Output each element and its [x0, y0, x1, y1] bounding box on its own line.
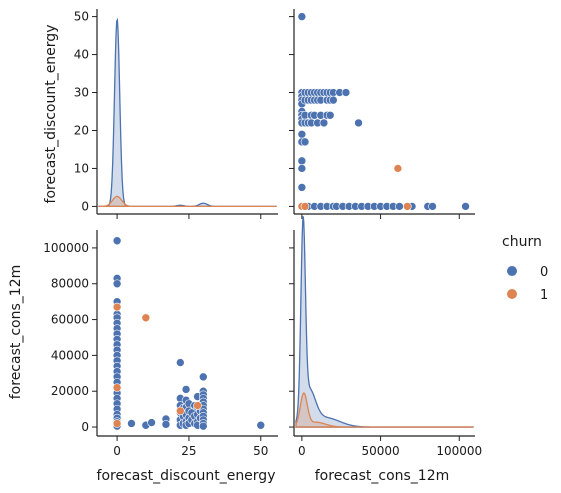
scatter-point-churn0 [199, 372, 208, 382]
scatter-point-churn1 [112, 419, 122, 428]
scatter-point-churn1 [176, 406, 185, 416]
scatter-point-churn0 [329, 95, 338, 105]
panel-bl-ytick-label: 100000 [43, 241, 89, 255]
y-axis-label-cons: forecast_cons_12m [8, 265, 24, 400]
scatter-point-churn0 [112, 236, 122, 246]
kde-curve-churn1 [98, 195, 277, 208]
panel-bl-ytick-label: 60000 [51, 313, 89, 327]
scatter-point-churn0 [325, 110, 335, 120]
legend-title: churn [502, 234, 542, 250]
legend-marker-1 [507, 289, 517, 299]
scatter-point-churn0 [297, 12, 307, 21]
panel-tl-ytick-label: 40 [74, 48, 89, 62]
panel-bl-xtick-label: 50 [253, 444, 268, 458]
panel-bl-ytick-label: 40000 [51, 348, 89, 362]
scatter-point-churn0 [319, 118, 329, 128]
scatter-point-churn0 [199, 421, 208, 431]
scatter-point-churn0 [297, 183, 307, 192]
scatter-point-churn0 [297, 156, 307, 166]
panel-tl-ytick-label: 30 [74, 86, 89, 100]
scatter-point-churn0 [428, 202, 437, 211]
scatter-point-churn1 [141, 313, 151, 323]
panel-bl-ytick-label: 20000 [51, 384, 89, 398]
panel-br-xtick-label: 0 [298, 444, 306, 458]
scatter-point-churn0 [354, 118, 363, 128]
scatter-point-churn1 [112, 383, 122, 392]
panel-bl-ytick-label: 0 [81, 420, 89, 434]
panel-bl-ytick-label: 80000 [51, 277, 89, 291]
kde-curve-churn0 [295, 216, 474, 428]
scatter-point-churn0 [297, 129, 307, 139]
kde-curve-churn0 [98, 17, 277, 208]
scatter-point-churn0 [161, 420, 171, 429]
legend: churn 0 1 [502, 234, 548, 303]
scatter-point-churn0 [127, 419, 136, 428]
panel-tl-ytick-label: 0 [81, 199, 89, 213]
scatter-point-churn0 [395, 202, 404, 211]
scatter-point-churn1 [300, 202, 310, 211]
scatter-point-churn0 [341, 88, 351, 97]
panel-tl-ytick-label: 50 [74, 10, 89, 24]
legend-marker-0 [507, 266, 517, 276]
scatter-point-churn1 [193, 401, 202, 410]
x-axis-label-discount: forecast_discount_energy [97, 468, 276, 484]
scatter-point-churn0 [112, 279, 122, 289]
panel-tl-ytick-label: 20 [74, 123, 89, 137]
legend-label-0: 0 [540, 265, 548, 280]
panel-br-xtick-label: 50000 [361, 444, 399, 458]
scatter-point-churn0 [461, 202, 470, 211]
scatter-point-churn1 [403, 202, 412, 211]
scatter-point-churn1 [393, 164, 403, 173]
scatter-point-churn0 [297, 164, 307, 173]
panel-br-xtick-label: 100000 [436, 444, 482, 458]
legend-label-1: 1 [540, 288, 548, 303]
scatter-point-churn0 [176, 358, 185, 367]
scatter-point-churn1 [112, 302, 122, 312]
panel-tl-ytick-label: 10 [74, 161, 89, 175]
scatter-point-churn0 [300, 137, 310, 147]
kde-curve-churn1 [295, 392, 474, 428]
plot-layer: 0 25 50 0 50000 100000 0 10 20 30 40 50 0 20000 40000 6… [43, 9, 482, 458]
panel-bl-xtick-label: 0 [113, 444, 121, 458]
scatter-point-churn0 [256, 420, 266, 430]
y-axis-label-discount: forecast_discount_energy [43, 25, 59, 204]
scatter-point-churn0 [181, 385, 191, 394]
x-axis-label-cons: forecast_cons_12m [315, 468, 450, 484]
panel-bl-xtick-label: 25 [181, 444, 196, 458]
scatter-point-churn0 [147, 418, 156, 427]
